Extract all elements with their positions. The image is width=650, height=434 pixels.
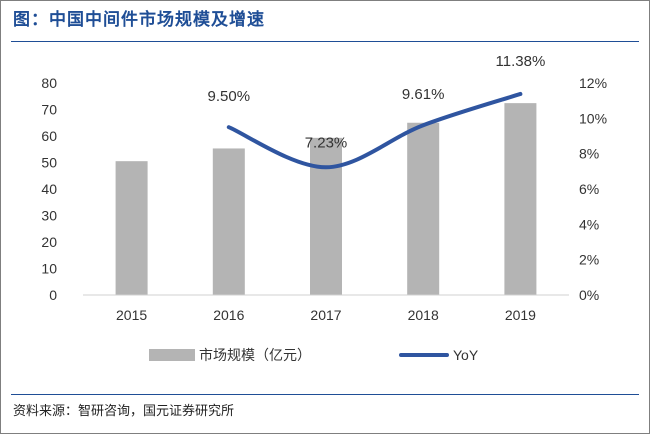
right-axis-tick-label: 6% [579, 181, 599, 197]
combo-chart: 0 10 20 30 40 50 60 70 80 0% 2% 4% 6% 8% 10% 12% 2015 201… [41, 53, 607, 364]
x-axis-tick-label: 2015 [116, 307, 147, 323]
left-axis-tick-label: 50 [41, 155, 57, 171]
yoy-data-label: 9.50% [208, 88, 251, 105]
x-axis-tick-label: 2016 [213, 307, 244, 323]
left-axis-tick-label: 60 [41, 128, 57, 144]
right-axis-tick-label: 12% [579, 75, 607, 91]
right-axis-tick-label: 2% [579, 252, 599, 268]
left-axis-tick-label: 70 [41, 102, 57, 118]
yoy-line [226, 91, 523, 170]
right-axis-tick-label: 8% [579, 146, 599, 162]
x-axis-tick-label: 2018 [408, 307, 439, 323]
right-axis-tick-label: 4% [579, 216, 599, 232]
right-axis-tick-label: 10% [579, 110, 607, 126]
bar [115, 161, 148, 295]
legend-bar-swatch [149, 349, 195, 361]
bar [212, 148, 245, 295]
yoy-data-label: 9.61% [402, 86, 445, 103]
x-axis-tick-label: 2017 [310, 307, 341, 323]
bar [310, 137, 342, 295]
figure-title: 图：中国中间件市场规模及增速 [13, 10, 265, 30]
bar [504, 103, 537, 295]
left-axis-tick-label: 10 [41, 261, 57, 277]
left-axis-tick-label: 40 [41, 181, 57, 197]
source-note: 资料来源：智研咨询，国元证券研究所 [13, 404, 235, 419]
bar [407, 122, 440, 295]
yoy-data-label: 7.23% [305, 134, 348, 151]
yoy-data-label: 11.38% [496, 53, 546, 70]
source-divider [11, 394, 639, 395]
legend-line-label: YoY [453, 347, 479, 363]
x-axis-tick-label: 2019 [505, 307, 536, 323]
title-divider [11, 41, 639, 42]
right-axis-tick-label: 0% [579, 287, 599, 303]
legend-bar-label: 市场规模（亿元） [199, 347, 311, 364]
left-axis-tick-label: 20 [41, 234, 57, 250]
left-axis-tick-label: 30 [41, 208, 57, 224]
left-axis-tick-label: 0 [49, 287, 57, 303]
left-axis-tick-label: 80 [41, 75, 57, 91]
